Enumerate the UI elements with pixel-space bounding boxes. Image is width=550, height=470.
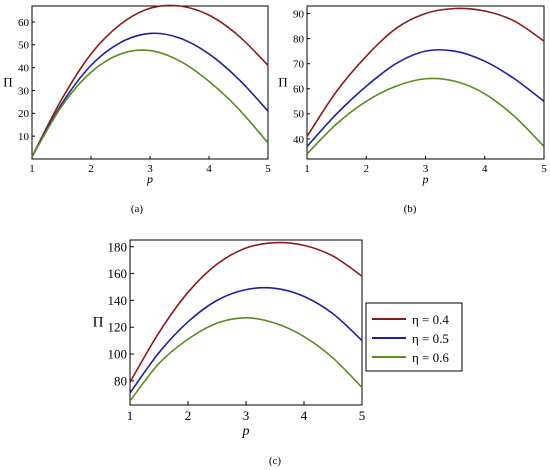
series-line-a-2 — [31, 32, 269, 158]
x-tick-label: 5 — [265, 163, 271, 175]
chart-panel-c: 1 2 3 4 5 80 100 120 140 160 180 p Π — [93, 239, 366, 439]
caption-a: (a) — [131, 203, 144, 215]
x-tick-label: 4 — [482, 163, 488, 175]
y-tick-label: 10 — [18, 131, 30, 143]
y-tick-label: 90 — [293, 8, 305, 20]
y-tick-label: 180 — [108, 239, 128, 254]
y-axis-label: Π — [3, 75, 12, 90]
legend: η = 0.4 η = 0.5 η = 0.6 — [365, 302, 463, 372]
x-tick-label: 4 — [301, 408, 308, 423]
x-tick-label: 2 — [364, 163, 370, 175]
y-tick-label: 70 — [293, 59, 305, 71]
x-tick-label: 5 — [359, 408, 366, 423]
series-line-c-1 — [129, 241, 363, 383]
caption-c: (c) — [269, 455, 282, 467]
y-tick-label: 50 — [293, 109, 305, 121]
x-tick-label: 1 — [29, 163, 35, 175]
series-line-c-2 — [129, 286, 363, 394]
legend-entry-3: η = 0.6 — [412, 350, 449, 365]
x-tick-label: 4 — [206, 163, 212, 175]
y-tick-label: 80 — [293, 33, 305, 45]
x-tick-label: 3 — [243, 408, 250, 423]
series-line-b-3 — [306, 77, 545, 155]
series-line-b-1 — [306, 7, 545, 137]
x-tick-label: 1 — [127, 408, 134, 423]
series-line-b-2 — [306, 48, 545, 147]
chart-panel-b: 1 2 3 4 5 40 50 60 70 80 90 p Π — [278, 5, 547, 186]
y-tick-label: 160 — [108, 266, 128, 281]
chart-panel-a: 1 2 3 4 5 10 20 30 40 50 60 p Π — [3, 4, 271, 186]
series-line-a-3 — [31, 49, 269, 158]
x-tick-label: 2 — [88, 163, 94, 175]
y-tick-label: 30 — [18, 85, 30, 97]
x-axis-label: p — [146, 172, 153, 186]
caption-b: (b) — [404, 203, 417, 215]
y-axis-label: Π — [278, 75, 287, 90]
y-tick-label: 40 — [293, 134, 305, 146]
y-tick-label: 60 — [293, 84, 305, 96]
y-tick-label: 40 — [18, 63, 30, 75]
series-line-c-3 — [129, 316, 363, 402]
plot-frame-a — [31, 5, 269, 160]
y-tick-label: 20 — [18, 108, 30, 120]
x-tick-label: 5 — [541, 163, 547, 175]
y-tick-label: 80 — [114, 373, 127, 388]
legend-entry-1: η = 0.4 — [412, 312, 449, 327]
legend-entry-2: η = 0.5 — [412, 331, 449, 346]
x-tick-label: 3 — [147, 163, 153, 175]
x-tick-label: 1 — [304, 163, 310, 175]
y-axis-label: Π — [93, 315, 104, 331]
y-tick-label: 100 — [108, 347, 128, 362]
y-tick-label: 60 — [18, 17, 30, 29]
x-tick-label: 2 — [185, 408, 192, 423]
y-tick-label: 50 — [18, 40, 30, 52]
series-line-a-1 — [31, 4, 269, 158]
x-tick-label: 3 — [423, 163, 429, 175]
y-tick-label: 140 — [108, 293, 128, 308]
x-axis-label: p — [242, 424, 250, 439]
x-axis-label: p — [422, 172, 429, 186]
y-tick-label: 120 — [108, 320, 128, 335]
